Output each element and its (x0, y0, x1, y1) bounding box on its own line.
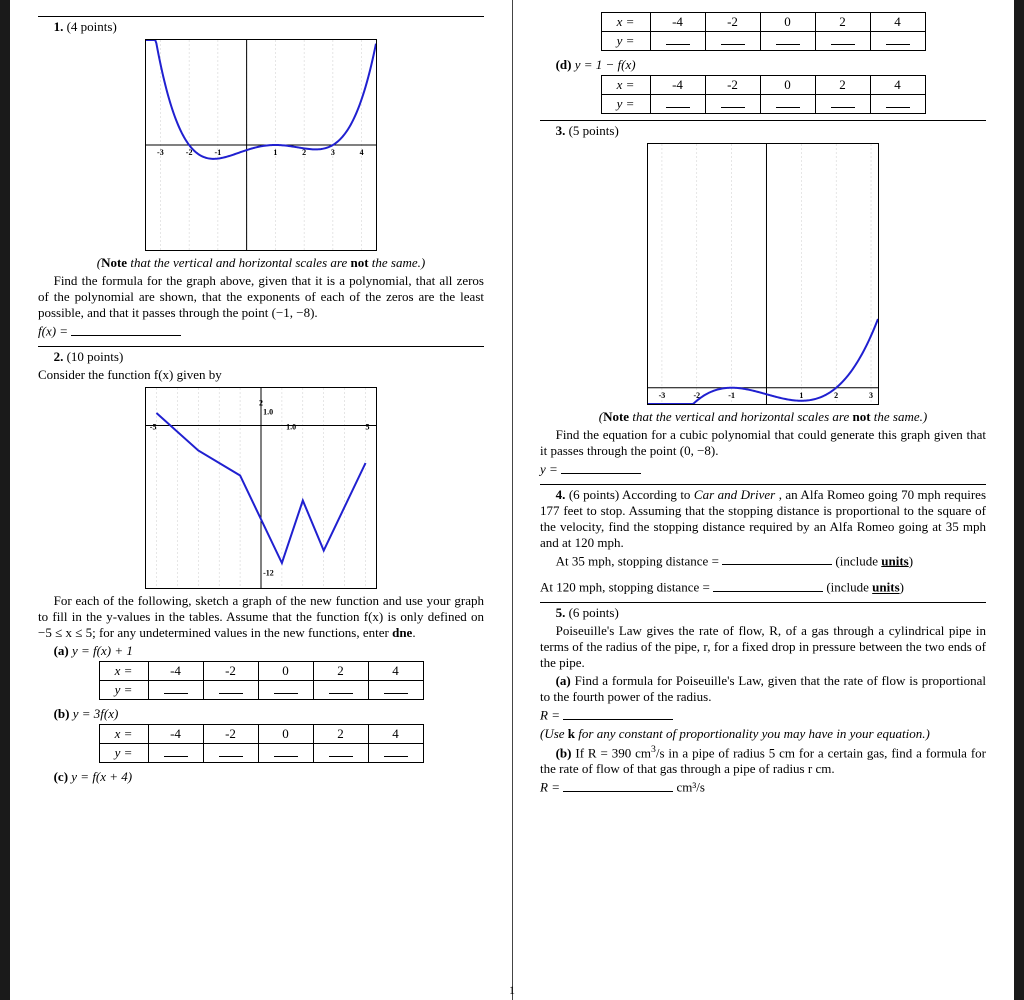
q1-graph: -3-2-11234 (145, 39, 377, 251)
q3-header: 3. (5 points) (540, 123, 986, 139)
q5-b: (b) If R = 390 cm3/s in a pipe of radius… (540, 744, 986, 777)
q1-num: 1. (54, 19, 64, 34)
svg-text:2: 2 (834, 391, 838, 400)
left-column: 1. (4 points) -3-2-11234 (Note that the … (10, 0, 512, 1000)
blank[interactable] (563, 779, 673, 792)
q1-answer: f(x) = (38, 323, 484, 340)
right-column: x =-4-2024y = (d) y = 1 − f(x) x =-4-202… (512, 0, 1014, 1000)
q4: 4. (6 points) According to Car and Drive… (540, 487, 986, 551)
q3-answer: y = (540, 461, 986, 478)
svg-text:-3: -3 (157, 148, 164, 157)
page: 1. (4 points) -3-2-11234 (Note that the … (10, 0, 1014, 1000)
svg-text:-1: -1 (728, 391, 735, 400)
q3-body: Find the equation for a cubic polynomial… (540, 427, 986, 459)
q1-header: 1. (4 points) (38, 19, 484, 35)
rule (540, 120, 986, 121)
blank[interactable] (563, 707, 673, 720)
svg-text:1.0: 1.0 (263, 407, 273, 416)
q1-body: Find the formula for the graph above, gi… (38, 273, 484, 321)
q5-header: 5. (6 points) (540, 605, 986, 621)
q2a-table: x =-4-2024y = (99, 661, 424, 700)
q4-120: At 120 mph, stopping distance = (include… (540, 579, 986, 596)
q4-35: At 35 mph, stopping distance = (include … (540, 553, 986, 570)
svg-text:-1: -1 (215, 148, 222, 157)
blank[interactable] (71, 323, 181, 336)
q3-graph: -3-2-1123 (647, 143, 879, 405)
q2-header: 2. (10 points) (38, 349, 484, 365)
q2-intro: Consider the function f(x) given by (38, 367, 484, 383)
rule (38, 346, 484, 347)
svg-text:5: 5 (366, 422, 370, 431)
svg-text:3: 3 (331, 148, 335, 157)
q2-graph: 21.01.0-55-12 (145, 387, 377, 589)
q5-usek: (Use k for any constant of proportionali… (540, 726, 986, 742)
q5-b-answer: R = cm³/s (540, 779, 986, 796)
rule (540, 484, 986, 485)
q5-a: (a) Find a formula for Poiseuille's Law,… (540, 673, 986, 705)
q5-a-answer: R = (540, 707, 986, 724)
column-divider (512, 0, 513, 1000)
svg-text:1: 1 (273, 148, 277, 157)
rule (540, 602, 986, 603)
q2b-table: x =-4-2024y = (99, 724, 424, 763)
blank[interactable] (713, 579, 823, 592)
q3-note: (Note that the vertical and horizontal s… (540, 409, 986, 425)
blank[interactable] (722, 553, 832, 566)
q2c: (c) y = f(x + 4) (38, 769, 484, 785)
q2d: (d) y = 1 − f(x) (540, 57, 986, 73)
q2d-table: x =-4-2024y = (601, 75, 926, 114)
svg-text:1: 1 (799, 391, 803, 400)
q2c-table: x =-4-2024y = (601, 12, 926, 51)
rule (38, 16, 484, 17)
q5-intro: Poiseuille's Law gives the rate of flow,… (540, 623, 986, 671)
q1-points: (4 points) (67, 19, 117, 34)
svg-text:-12: -12 (263, 568, 274, 577)
q2-body: For each of the following, sketch a grap… (38, 593, 484, 641)
svg-text:-3: -3 (659, 391, 666, 400)
q2b: (b) y = 3f(x) (38, 706, 484, 722)
q2-points: (10 points) (67, 349, 124, 364)
q2a: (a) y = f(x) + 1 (38, 643, 484, 659)
svg-text:3: 3 (869, 391, 873, 400)
svg-text:1.0: 1.0 (286, 422, 296, 431)
svg-text:-5: -5 (150, 422, 157, 431)
page-number: 1 (509, 983, 515, 998)
svg-text:2: 2 (259, 398, 263, 407)
svg-text:4: 4 (360, 148, 364, 157)
blank[interactable] (561, 461, 641, 474)
q1-note: (Note that the vertical and horizontal s… (38, 255, 484, 271)
q2-num: 2. (54, 349, 64, 364)
